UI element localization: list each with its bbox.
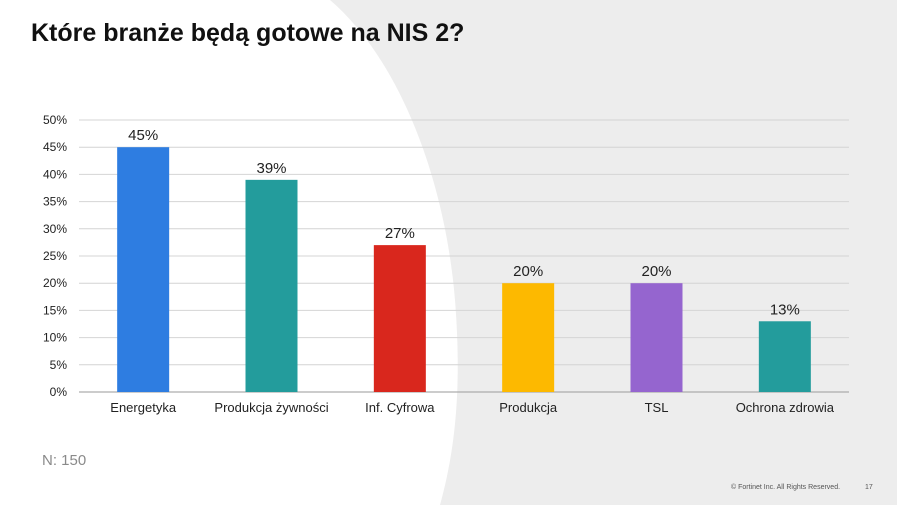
y-tick-label: 45% [43, 140, 67, 154]
bar [245, 179, 298, 392]
x-tick-label: Inf. Cyfrowa [365, 400, 435, 415]
y-tick-label: 15% [43, 303, 67, 317]
x-tick-label: Ochrona zdrowia [736, 400, 835, 415]
y-tick-label: 30% [43, 222, 67, 236]
y-tick-label: 40% [43, 167, 67, 181]
copyright-text: © Fortinet Inc. All Rights Reserved. [731, 484, 841, 491]
bars [117, 147, 811, 392]
y-axis-ticks: 0% 5% 10% 15% 20% 25% 30% 35% 40% 45% 50% [43, 113, 67, 399]
bar-value-label: 20% [641, 263, 671, 280]
x-tick-label: TSL [645, 400, 669, 415]
value-labels: 45% 39% 27% 20% 20% 13% [128, 127, 800, 318]
bar [502, 283, 555, 392]
x-tick-label: Produkcja [499, 400, 558, 415]
bar-value-label: 20% [513, 263, 543, 280]
gridlines [79, 119, 849, 393]
slide-title: Które branże będą gotowe na NIS 2? [31, 19, 465, 47]
x-tick-label: Energetyka [110, 400, 177, 415]
bar-value-label: 39% [256, 160, 286, 177]
bar-value-label: 13% [770, 301, 800, 318]
y-tick-label: 25% [43, 249, 67, 263]
bar [758, 321, 811, 392]
y-tick-label: 50% [43, 113, 67, 127]
y-tick-label: 35% [43, 195, 67, 209]
y-tick-label: 20% [43, 276, 67, 290]
y-tick-label: 0% [50, 385, 68, 399]
sample-size-note: N: 150 [42, 452, 87, 469]
y-tick-label: 10% [43, 331, 67, 345]
bar-value-label: 45% [128, 127, 158, 144]
bar [117, 147, 170, 392]
x-axis-ticks: Energetyka Produkcja żywności Inf. Cyfrowa… [110, 400, 834, 415]
y-tick-label: 5% [50, 358, 68, 372]
x-tick-label: Produkcja żywności [214, 400, 328, 415]
bar-value-label: 27% [385, 225, 415, 242]
bar [373, 245, 426, 392]
page-number: 17 [865, 484, 873, 491]
bar [630, 283, 683, 392]
